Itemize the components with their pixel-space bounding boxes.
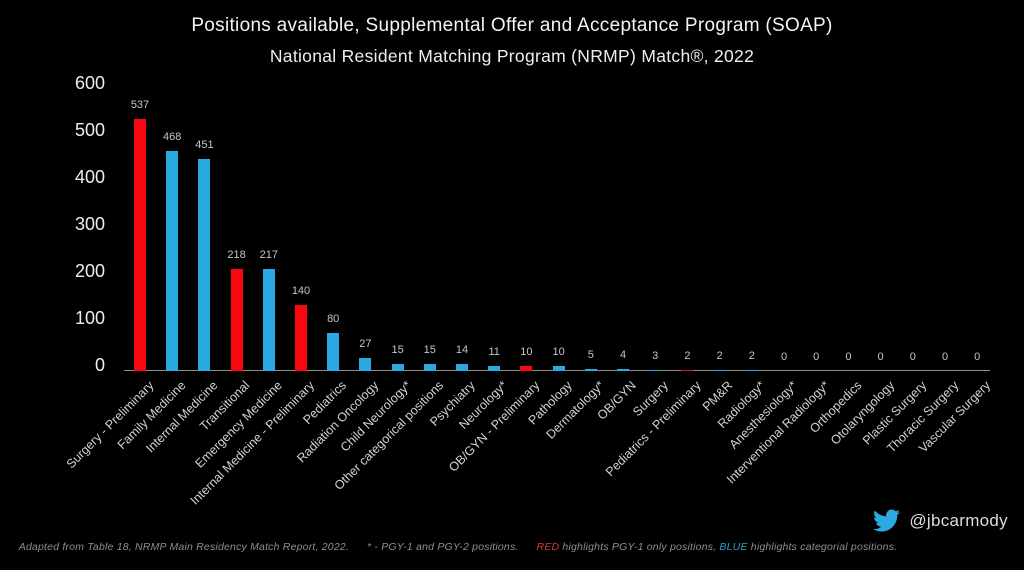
chart-bar <box>134 119 146 371</box>
footnote-blue-rest: highlights categorial positions. <box>747 541 898 553</box>
bar-value-label: 4 <box>619 349 627 361</box>
bar-value-label: 15 <box>423 344 436 356</box>
footnote-legend: RED highlights PGY-1 only positions, BLU… <box>537 541 898 553</box>
chart-bar <box>520 366 533 371</box>
twitter-handle: @jbcarmody <box>909 510 1008 530</box>
bar-value-label: 468 <box>163 131 182 143</box>
bar-value-label: 2 <box>684 350 691 362</box>
y-axis-tick-label: 0 <box>94 355 105 375</box>
chart-bar <box>681 370 694 371</box>
bar-value-label: 0 <box>974 351 981 363</box>
y-axis-tick-label: 300 <box>74 214 105 234</box>
chart-bar <box>617 369 629 371</box>
bar-value-label: 3 <box>652 350 659 362</box>
bar-value-label: 217 <box>259 249 278 261</box>
bar-value-label: 80 <box>327 313 340 325</box>
bar-value-label: 10 <box>552 346 565 358</box>
chart-bar <box>713 370 726 371</box>
chart-bar <box>552 366 565 371</box>
footnote-bar: Adapted from Table 18, NRMP Main Residen… <box>0 541 1024 553</box>
y-axis-tick-label: 400 <box>74 167 105 187</box>
chart-bar <box>295 305 307 371</box>
footnote-blue-word: BLUE <box>719 541 748 553</box>
chart-bar <box>745 370 758 371</box>
bar-value-label: 451 <box>195 139 214 151</box>
chart-bar <box>488 366 501 371</box>
bar-value-label: 218 <box>227 249 246 261</box>
y-axis-tick-label: 500 <box>74 120 105 140</box>
chart-bar <box>230 269 243 371</box>
footnote-red-word: RED <box>536 541 560 553</box>
bar-value-label: 0 <box>845 351 852 363</box>
footnote-red-rest: highlights PGY-1 only positions, <box>559 541 720 553</box>
bar-value-label: 10 <box>520 346 533 358</box>
chart-bar <box>327 333 340 371</box>
chart-bar <box>423 364 436 371</box>
bar-value-label: 5 <box>587 349 594 361</box>
bar-value-label: 0 <box>941 351 949 363</box>
bar-value-label: 27 <box>359 338 372 350</box>
chart-bar <box>391 364 404 371</box>
bar-value-label: 2 <box>748 350 755 362</box>
footnote-source: Adapted from Table 18, NRMP Main Residen… <box>18 541 350 553</box>
y-axis-tick-label: 600 <box>74 73 105 93</box>
chart-bar <box>456 364 468 371</box>
bar-value-label: 0 <box>909 351 916 363</box>
chart-title: Positions available, Supplemental Offer … <box>191 15 833 36</box>
bar-value-label: 15 <box>391 344 404 356</box>
twitter-bird-icon <box>870 507 903 534</box>
y-axis-tick-label: 100 <box>74 308 105 328</box>
chart-bar <box>198 159 211 371</box>
bar-value-label: 14 <box>455 344 469 356</box>
twitter-attribution: @jbcarmody <box>870 507 1008 534</box>
bar-value-label: 537 <box>130 99 150 111</box>
y-axis-tick-label: 200 <box>74 261 105 281</box>
chart-bar <box>166 151 179 371</box>
bar-value-label: 0 <box>813 351 820 363</box>
bar-value-label: 0 <box>780 351 788 363</box>
chart-bar <box>262 269 275 371</box>
bar-value-label: 2 <box>716 350 723 362</box>
footnote-asterisk: * - PGY-1 and PGY-2 positions. <box>367 541 519 553</box>
chart-bar <box>649 370 662 371</box>
chart-bar <box>584 369 597 371</box>
bar-value-label: 11 <box>488 346 500 358</box>
chart-subtitle: National Resident Matching Program (NRMP… <box>269 46 755 66</box>
chart-bar <box>359 358 372 371</box>
bar-value-label: 0 <box>877 351 884 363</box>
bar-value-label: 140 <box>291 285 311 297</box>
